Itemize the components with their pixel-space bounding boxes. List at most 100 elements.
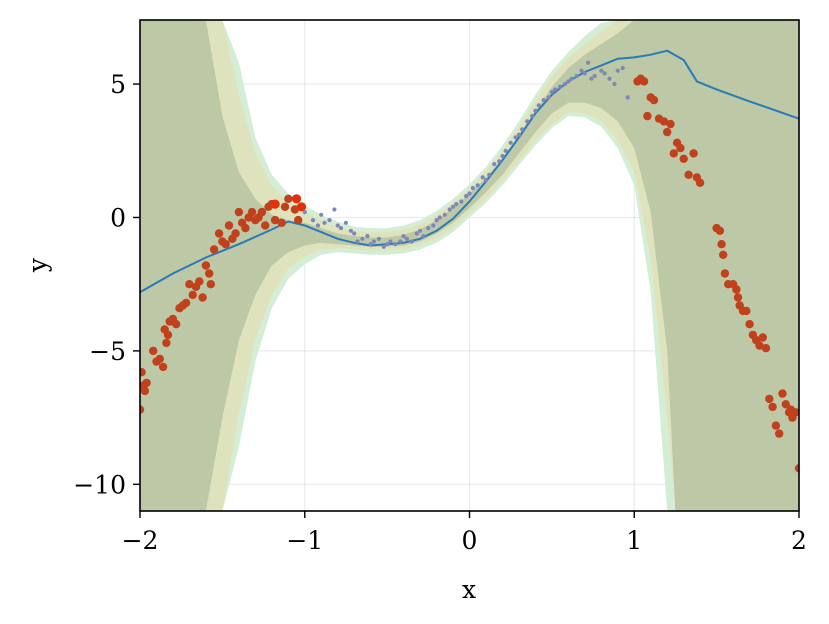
train-point xyxy=(376,236,381,241)
train-point xyxy=(549,89,555,95)
test-point xyxy=(775,429,784,438)
test-point xyxy=(155,354,164,364)
test-point xyxy=(720,269,730,278)
train-point xyxy=(315,223,320,228)
train-point xyxy=(332,207,337,212)
test-point xyxy=(231,229,240,238)
train-point xyxy=(586,60,591,65)
train-point xyxy=(414,231,419,236)
train-point xyxy=(418,228,423,233)
test-point xyxy=(761,344,771,353)
test-point xyxy=(241,223,250,233)
train-point xyxy=(426,226,431,231)
band-inner xyxy=(140,20,799,511)
test-point xyxy=(140,368,146,377)
test-point xyxy=(745,320,754,329)
train-point xyxy=(625,95,630,100)
train-point xyxy=(569,76,574,81)
test-point xyxy=(214,229,224,238)
train-point xyxy=(620,65,625,71)
train-point xyxy=(508,140,513,145)
train-point xyxy=(302,210,307,215)
test-point xyxy=(771,421,781,430)
test-point xyxy=(669,149,678,158)
test-point xyxy=(794,464,799,473)
train-point xyxy=(475,183,480,188)
train-point xyxy=(388,239,393,244)
train-point xyxy=(368,242,373,247)
train-point xyxy=(381,244,386,249)
test-point xyxy=(140,386,150,396)
test-point xyxy=(163,330,173,340)
test-point xyxy=(198,293,207,302)
test-point xyxy=(765,394,774,404)
test-point xyxy=(742,306,751,316)
test-point xyxy=(201,261,211,270)
test-point xyxy=(158,362,168,372)
train-point xyxy=(500,154,505,159)
train-point xyxy=(335,223,340,228)
train-point xyxy=(487,172,492,177)
train-point xyxy=(503,148,508,153)
train-point xyxy=(371,239,376,244)
test-point xyxy=(277,218,286,227)
x-tick-label: −2 xyxy=(122,526,159,555)
train-point xyxy=(442,212,447,217)
train-point xyxy=(612,81,617,87)
test-point xyxy=(758,333,767,342)
train-point xyxy=(464,194,469,199)
train-point xyxy=(409,239,414,244)
train-point xyxy=(574,73,579,79)
axis-ticks: −2 −1 0 1 250−5−10 xyxy=(73,70,807,555)
train-point xyxy=(310,218,316,223)
test-point xyxy=(172,320,181,329)
y-tick-label: −10 xyxy=(73,470,126,499)
test-point xyxy=(205,269,214,278)
train-point xyxy=(602,71,607,76)
test-point xyxy=(247,207,257,217)
train-point xyxy=(541,98,546,103)
train-point xyxy=(450,204,456,209)
test-point xyxy=(695,178,705,187)
train-point xyxy=(431,223,436,228)
train-point xyxy=(533,108,538,113)
train-point xyxy=(352,231,357,236)
train-point xyxy=(536,103,541,108)
train-point xyxy=(530,114,535,119)
test-point xyxy=(755,341,764,350)
test-point xyxy=(676,143,685,153)
test-point xyxy=(715,226,725,235)
train-point xyxy=(338,226,344,231)
train-point xyxy=(437,215,442,220)
y-tick-label: −5 xyxy=(89,337,126,366)
test-point xyxy=(261,221,270,230)
y-tick-label: 0 xyxy=(110,203,126,232)
train-point xyxy=(615,68,620,73)
train-point xyxy=(599,68,604,73)
train-point xyxy=(480,175,485,180)
test-point xyxy=(140,405,145,414)
x-tick-label: 1 xyxy=(626,526,642,555)
train-point xyxy=(434,218,439,223)
train-point xyxy=(421,234,426,239)
test-point xyxy=(684,170,693,179)
test-point xyxy=(188,290,197,300)
train-point xyxy=(404,236,409,241)
test-point xyxy=(781,400,790,409)
test-point xyxy=(717,240,726,249)
train-point xyxy=(319,212,324,217)
highlight-point xyxy=(291,194,302,204)
y-axis-label: y xyxy=(23,257,52,273)
test-point xyxy=(679,154,688,163)
test-point xyxy=(768,402,777,412)
test-point xyxy=(162,338,171,348)
train-point xyxy=(459,199,464,204)
train-point xyxy=(558,84,563,89)
x-axis-label: x xyxy=(462,575,476,604)
train-point xyxy=(563,81,568,87)
train-point xyxy=(592,73,597,79)
train-point xyxy=(579,68,584,73)
train-point xyxy=(355,239,360,244)
y-tick-label: 5 xyxy=(110,70,126,99)
